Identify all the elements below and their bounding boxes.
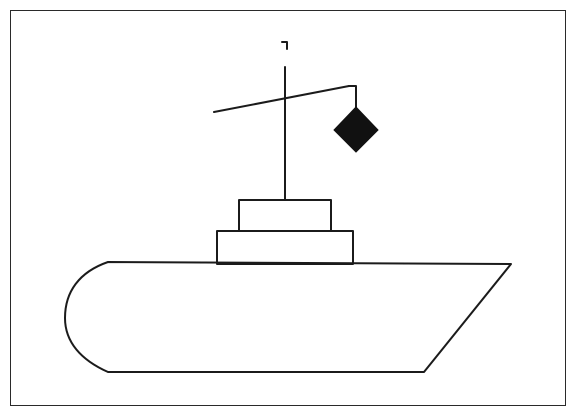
cabin-upper bbox=[238, 199, 332, 232]
yard-arm bbox=[213, 85, 350, 113]
mast-top-flag bbox=[281, 41, 288, 50]
diagram-frame bbox=[10, 10, 566, 406]
diamond-signal bbox=[333, 106, 379, 153]
ship-hull bbox=[64, 261, 512, 373]
signal-hanger bbox=[348, 85, 357, 109]
cabin-lower bbox=[216, 230, 354, 265]
